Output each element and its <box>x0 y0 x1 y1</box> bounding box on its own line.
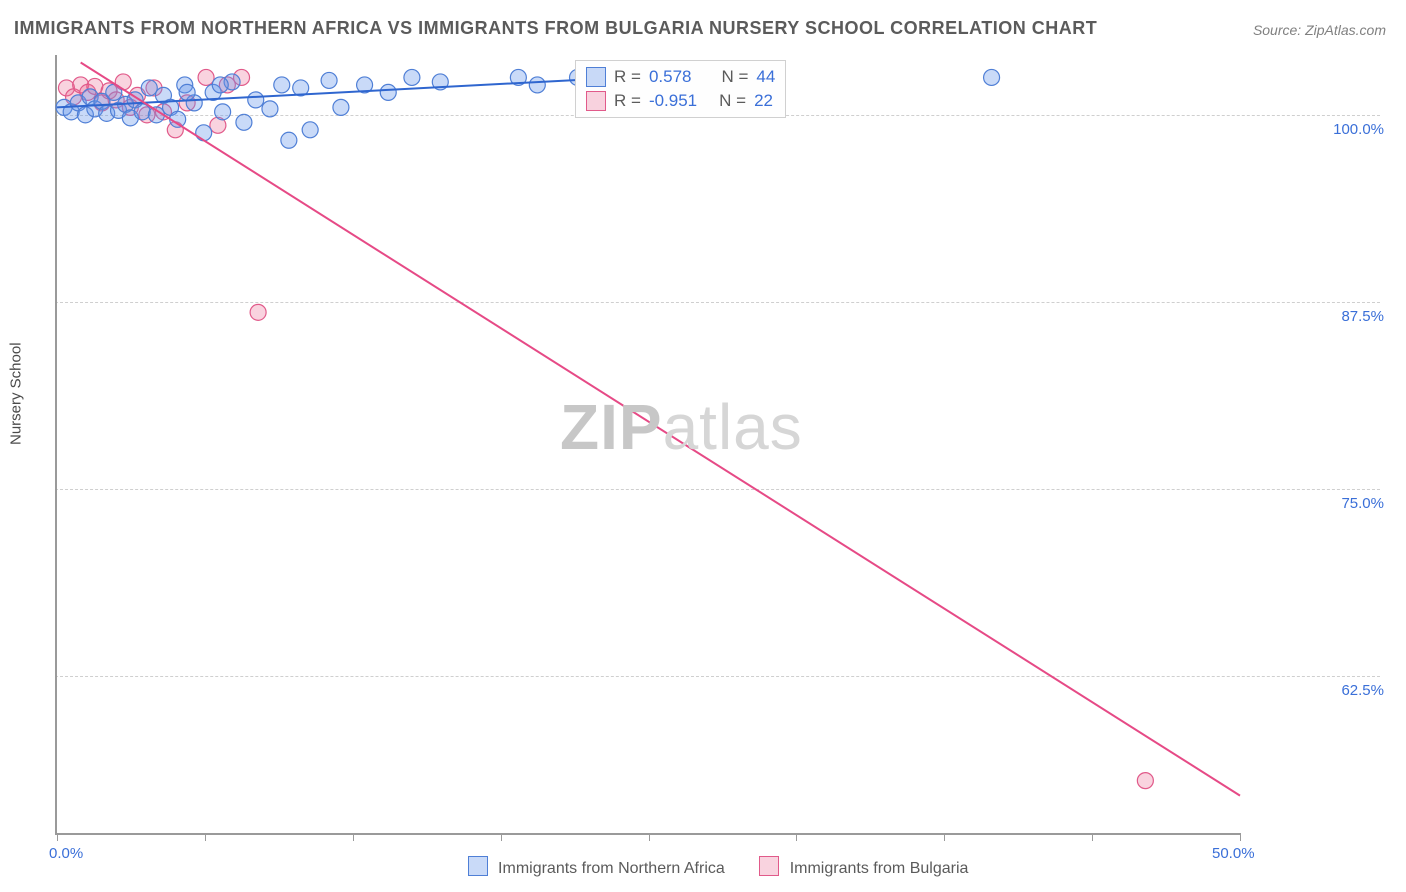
legend-swatch-pink-icon <box>759 856 779 876</box>
stat-N-pink: 22 <box>754 91 773 111</box>
y-axis-label: Nursery School <box>8 342 25 445</box>
swatch-blue-icon <box>586 67 606 87</box>
stats-row-pink: R = -0.951 N = 22 <box>586 89 775 113</box>
stat-R-blue: 0.578 <box>649 67 692 87</box>
stat-N-label: N = <box>721 67 748 87</box>
chart-title: IMMIGRANTS FROM NORTHERN AFRICA VS IMMIG… <box>14 18 1097 39</box>
stat-N-label: N = <box>719 91 746 111</box>
legend-label-blue: Immigrants from Northern Africa <box>498 860 725 877</box>
stat-R-label: R = <box>614 91 641 111</box>
legend-label-pink: Immigrants from Bulgaria <box>790 860 969 877</box>
bottom-legend: Immigrants from Northern Africa Immigran… <box>0 856 1406 878</box>
stat-R-label: R = <box>614 67 641 87</box>
source-label: Source: ZipAtlas.com <box>1253 22 1386 38</box>
plot-area <box>55 55 1240 835</box>
swatch-pink-icon <box>586 91 606 111</box>
stats-row-blue: R = 0.578 N = 44 <box>586 65 775 89</box>
scatter-svg <box>57 55 1240 833</box>
stats-legend-box: R = 0.578 N = 44 R = -0.951 N = 22 <box>575 60 786 118</box>
stat-R-pink: -0.951 <box>649 91 697 111</box>
stat-N-blue: 44 <box>756 67 775 87</box>
legend-swatch-blue-icon <box>468 856 488 876</box>
